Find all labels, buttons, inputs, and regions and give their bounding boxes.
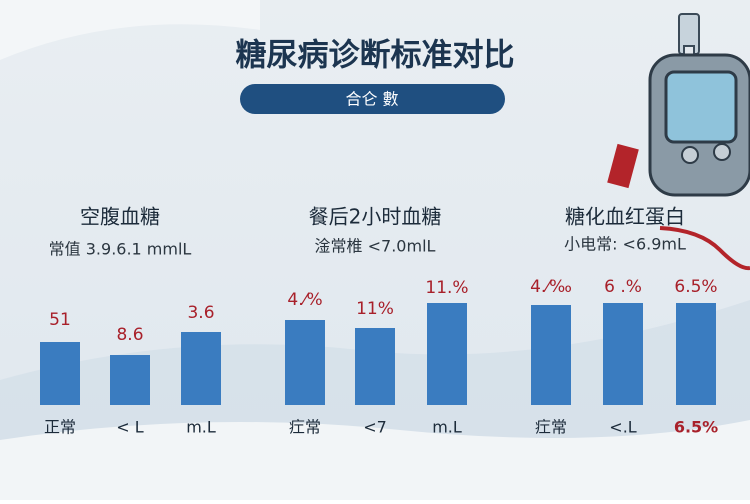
bar-bottom-label: 疘常 bbox=[289, 418, 321, 437]
bar-bottom-label: <.L bbox=[609, 418, 636, 437]
glucose-meter-icon bbox=[607, 13, 750, 271]
bar bbox=[110, 355, 150, 405]
bar bbox=[603, 303, 643, 405]
bar bbox=[285, 320, 325, 405]
background-wave bbox=[0, 420, 750, 500]
bar-bottom-label: 疘常 bbox=[535, 418, 567, 437]
bar-top-label: 6.5% bbox=[674, 277, 717, 297]
bar-bottom-label: m.L bbox=[432, 418, 462, 437]
bar bbox=[531, 305, 571, 405]
bar-top-label: 11% bbox=[356, 299, 394, 319]
bar bbox=[427, 303, 467, 405]
bar bbox=[181, 332, 221, 405]
bar bbox=[40, 342, 80, 405]
bar-bottom-label: m.L bbox=[186, 418, 216, 437]
bar-bottom-label: <7 bbox=[363, 418, 387, 437]
panel-title: 空腹血糖 bbox=[80, 205, 160, 229]
panel-title: 糖化血红蛋白 bbox=[565, 205, 685, 229]
bar-top-label: 6 .% bbox=[604, 277, 642, 297]
bar-top-label: 3.6 bbox=[187, 303, 214, 323]
bar bbox=[355, 328, 395, 405]
bar-bottom-label: 6.5% bbox=[674, 418, 718, 437]
panel-subtitle: 常值 3.9.6.1 mmlL bbox=[49, 240, 192, 259]
bar-top-label: 8.6 bbox=[116, 325, 143, 345]
panel-subtitle: 淦常椎 <7.0mlL bbox=[315, 237, 436, 256]
pill-button-label[interactable]: 合仑 數 bbox=[345, 90, 398, 109]
bar-bottom-label: 正常 bbox=[44, 418, 76, 437]
bar-bottom-label: < L bbox=[116, 418, 143, 437]
bar bbox=[676, 303, 716, 405]
bar-top-label: 11.% bbox=[425, 278, 468, 298]
pill-button[interactable] bbox=[240, 84, 505, 114]
bar-top-label: 4.⁄‰ bbox=[530, 277, 572, 297]
background-wave bbox=[0, 0, 260, 60]
panel-subtitle: 小电常: <6.9mL bbox=[564, 235, 686, 254]
bar-top-label: 51 bbox=[49, 310, 71, 330]
title: 糖尿病诊断标准对比 bbox=[236, 38, 515, 74]
bar-top-label: 4.⁄% bbox=[287, 290, 322, 310]
panel-title: 餐后2小时血糖 bbox=[309, 205, 442, 229]
